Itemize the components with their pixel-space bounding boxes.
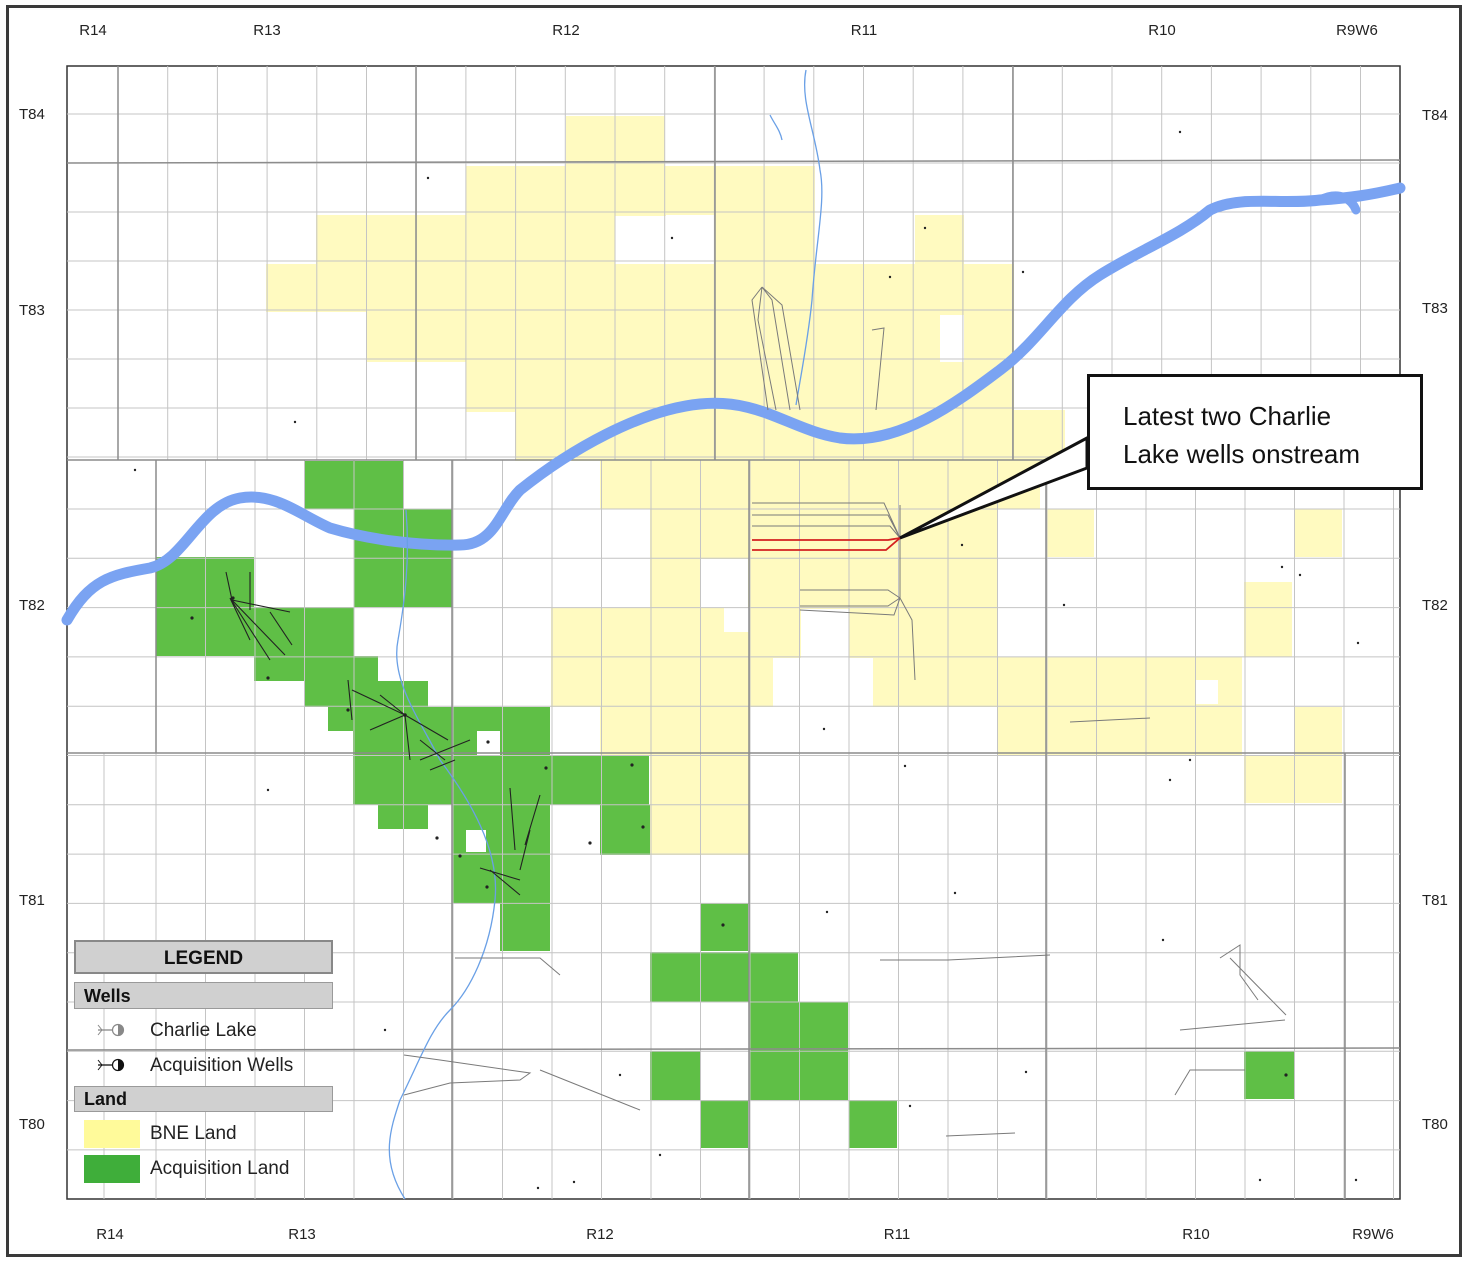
range-label-bottom: R12 (586, 1226, 614, 1243)
township-label-left: T81 (19, 892, 45, 909)
callout-box: Latest two Charlie Lake wells onstream (1087, 374, 1423, 490)
legend-bne-land-swatch (84, 1120, 140, 1148)
well-dots (133, 130, 1360, 1190)
legend-wells-header: Wells (74, 982, 333, 1009)
latest-charlie-lake-wells (752, 537, 901, 551)
legend-land-header: Land (74, 1086, 333, 1112)
creeks (388, 69, 823, 1200)
range-label-bottom: R9W6 (1352, 1226, 1394, 1243)
township-label-left: T83 (19, 302, 45, 319)
legend-title: LEGEND (74, 940, 333, 974)
township-range-lines (66, 66, 1401, 1199)
township-label-left: T84 (19, 106, 45, 123)
acquisition-well-icon (97, 1058, 125, 1072)
legend-acquisition-land-label: Acquisition Land (150, 1158, 290, 1179)
township-label-right: T80 (1422, 1116, 1448, 1133)
township-label-left: T80 (19, 1116, 45, 1133)
township-label-right: T83 (1422, 300, 1448, 317)
range-label-bottom: R10 (1182, 1226, 1210, 1243)
township-label-right: T81 (1422, 892, 1448, 909)
legend: LEGEND Wells Charlie Lake Acquisition We… (74, 940, 333, 1195)
callout-text-line1: Latest two Charlie (1123, 401, 1332, 431)
range-label-top: R14 (79, 22, 107, 39)
township-label-right: T84 (1422, 107, 1448, 124)
range-label-top: R12 (552, 22, 580, 39)
range-label-bottom: R14 (96, 1226, 124, 1243)
range-label-top: R11 (850, 22, 878, 39)
charlie-lake-well-paths (403, 286, 1287, 1137)
legend-acquisition-wells-label: Acquisition Wells (150, 1055, 294, 1076)
acquisition-well-paths (225, 571, 541, 896)
acquisition-land-holes (466, 805, 600, 855)
legend-bne-land-label: BNE Land (150, 1123, 237, 1144)
callout-text-line2: Lake wells onstream (1123, 439, 1360, 469)
legend-acquisition-land-swatch (84, 1155, 140, 1183)
legend-charlie-lake-label: Charlie Lake (150, 1020, 257, 1041)
non-land-holes (416, 166, 1218, 704)
range-label-top: R10 (1148, 22, 1176, 39)
range-label-top: R13 (253, 22, 281, 39)
river (61, 182, 1406, 626)
range-label-bottom: R13 (288, 1226, 316, 1243)
charlie-lake-well-icon (97, 1023, 125, 1037)
range-label-top: R9W6 (1336, 22, 1378, 39)
township-label-right: T82 (1422, 597, 1448, 614)
range-label-bottom: R11 (883, 1226, 911, 1243)
township-label-left: T82 (19, 597, 45, 614)
